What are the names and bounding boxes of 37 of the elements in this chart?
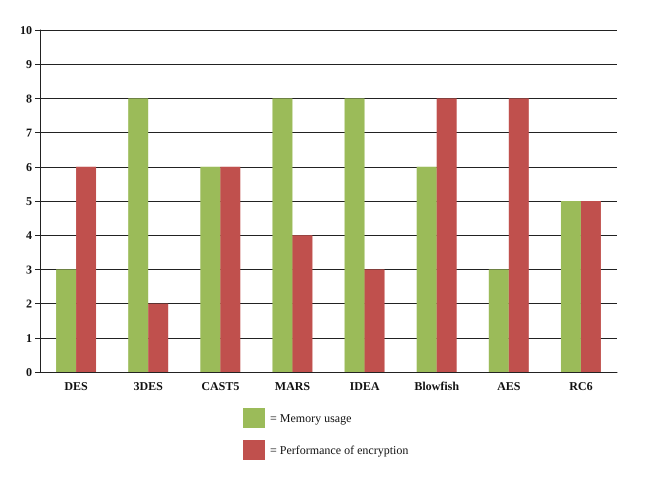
bar: [364, 269, 385, 372]
y-tick-label: 8: [26, 91, 32, 106]
x-tick-label: CAST5: [201, 379, 240, 393]
bar: [220, 166, 240, 372]
bar: [416, 166, 437, 372]
bar: [200, 166, 220, 372]
bar: [344, 98, 365, 372]
bar: [436, 98, 457, 372]
x-tick-label: Blowfish: [414, 379, 460, 393]
x-tick-label: 3DES: [134, 379, 164, 393]
bar: [560, 201, 581, 372]
bar: [272, 98, 292, 372]
legend-label: = Memory usage: [270, 411, 352, 425]
y-tick-label: 4: [26, 228, 32, 242]
x-tick-label: RC6: [569, 379, 593, 393]
y-tick-label: 0: [26, 365, 32, 379]
y-tick-label: 6: [26, 160, 32, 174]
x-tick-label: IDEA: [350, 379, 380, 393]
y-tick-label: 5: [26, 194, 32, 208]
y-tick-label: 3: [26, 262, 32, 276]
y-tick-label: 1: [26, 330, 32, 345]
bar: [580, 201, 601, 372]
y-tick-label: 9: [26, 57, 32, 72]
x-tick-label: AES: [497, 379, 521, 393]
bar: [148, 304, 168, 372]
bar: [292, 235, 312, 372]
y-tick-label: 2: [26, 296, 32, 311]
bar: [56, 269, 76, 372]
bar: [128, 98, 148, 372]
x-tick-label: DES: [64, 379, 88, 393]
y-tick-label: 10: [20, 23, 32, 37]
bar: [488, 269, 509, 372]
x-tick-label: MARS: [274, 379, 310, 393]
bar: [508, 98, 529, 372]
bar: [76, 166, 96, 372]
legend-label: = Performance of encryption: [270, 443, 408, 457]
y-tick-label: 7: [26, 126, 32, 140]
